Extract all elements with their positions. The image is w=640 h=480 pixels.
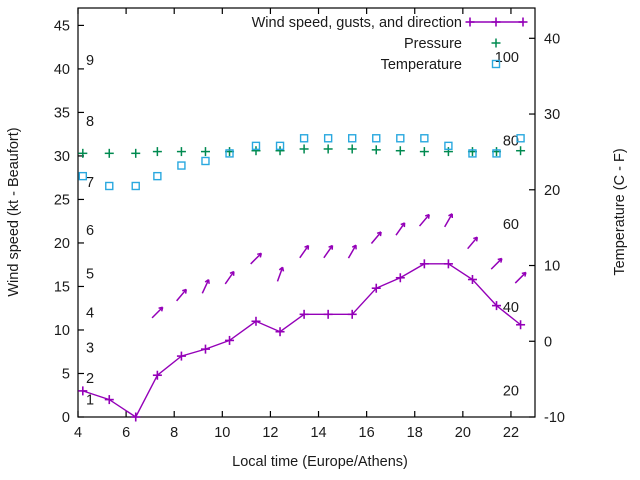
x-tick-label: 10 [214,425,230,441]
y2-tick-label: -10 [544,410,565,426]
gust-arrow [514,271,527,284]
gust-arrow [370,231,382,244]
temperature-point [251,141,261,151]
temperature-point [372,134,381,143]
gust-arrow [395,222,406,236]
gust-arrow [418,213,430,227]
y-tick-label: 25 [54,192,70,208]
gust-arrow [250,252,263,265]
gust-arrow [323,244,334,259]
legend-label-1: Pressure [404,36,462,52]
temperature-point [444,141,453,151]
beaufort-label-4: 4 [86,306,94,322]
x-tick-label: 22 [503,425,519,441]
gust-arrow [224,270,235,285]
legend-sample-square [491,59,501,69]
y2-tick-label: 20 [544,183,560,199]
temperature-point [396,134,405,143]
temperature-point [275,141,285,151]
fahrenheit-label-100: 100 [495,50,519,66]
wind-speed-line [82,263,522,419]
x-tick-label: 16 [359,425,375,441]
temperature-point [131,181,140,191]
temperature-point [468,149,477,158]
temperature-point [492,149,501,158]
y2-axis-title: Temperature (C - F) [612,148,628,275]
x-tick-label: 18 [407,425,423,441]
beaufort-label-9: 9 [86,53,94,69]
y2-tick-label: 0 [544,334,552,350]
y-tick-label: 35 [54,105,70,121]
fahrenheit-label-20: 20 [503,383,519,399]
beaufort-label-2: 2 [86,371,94,387]
y-axis-title: Wind speed (kt - Beaufort) [6,127,22,296]
gust-arrow [347,244,357,259]
x-tick-label: 4 [74,425,82,441]
temperature-point [201,156,210,166]
y-tick-label: 5 [62,366,70,382]
temperature-point [177,161,186,170]
y-tick-label: 30 [54,149,70,165]
beaufort-label-8: 8 [86,114,94,130]
temperature-point [153,171,162,181]
x-tick-label: 12 [262,425,278,441]
x-tick-label: 14 [310,425,326,441]
x-tick-label: 20 [455,425,471,441]
fahrenheit-label-40: 40 [503,300,519,316]
temperature-point [225,149,234,158]
fahrenheit-label-60: 60 [503,217,519,233]
gust-arrow [444,213,454,228]
x-axis-title: Local time (Europe/Athens) [232,454,408,470]
temperature-point [348,134,357,143]
gust-arrow [490,257,503,270]
temperature-point [516,134,525,143]
gust-arrow [299,244,310,259]
x-tick-label: 8 [170,425,178,441]
beaufort-label-7: 7 [86,175,94,191]
x-tick-label: 6 [122,425,130,441]
legend-label-2: Temperature [381,57,462,73]
y2-tick-label: 40 [544,31,560,47]
temperature-point [323,134,333,143]
y-tick-label: 40 [54,62,70,78]
legend-label-0: Wind speed, gusts, and direction [252,15,462,31]
temperature-point [105,181,114,191]
gust-arrow [151,306,164,319]
y-tick-label: 10 [54,323,70,339]
temperature-point [299,134,309,143]
plot-frame [77,7,536,418]
beaufort-label-6: 6 [86,223,94,239]
gust-arrow [467,236,479,250]
temperature-point [420,134,429,143]
y-tick-label: 45 [54,18,70,34]
gust-arrow [276,266,285,282]
y2-tick-label: 10 [544,259,560,275]
beaufort-label-3: 3 [86,340,94,356]
gust-arrow [176,288,187,302]
fahrenheit-label-80: 80 [503,134,519,150]
y-tick-label: 0 [62,410,70,426]
y2-tick-label: 30 [544,107,560,123]
y-tick-label: 20 [54,236,70,252]
beaufort-label-1: 1 [86,393,94,409]
temperature-point [78,171,88,181]
y-tick-label: 15 [54,279,70,295]
gust-arrow [201,279,210,294]
beaufort-label-5: 5 [86,266,94,282]
